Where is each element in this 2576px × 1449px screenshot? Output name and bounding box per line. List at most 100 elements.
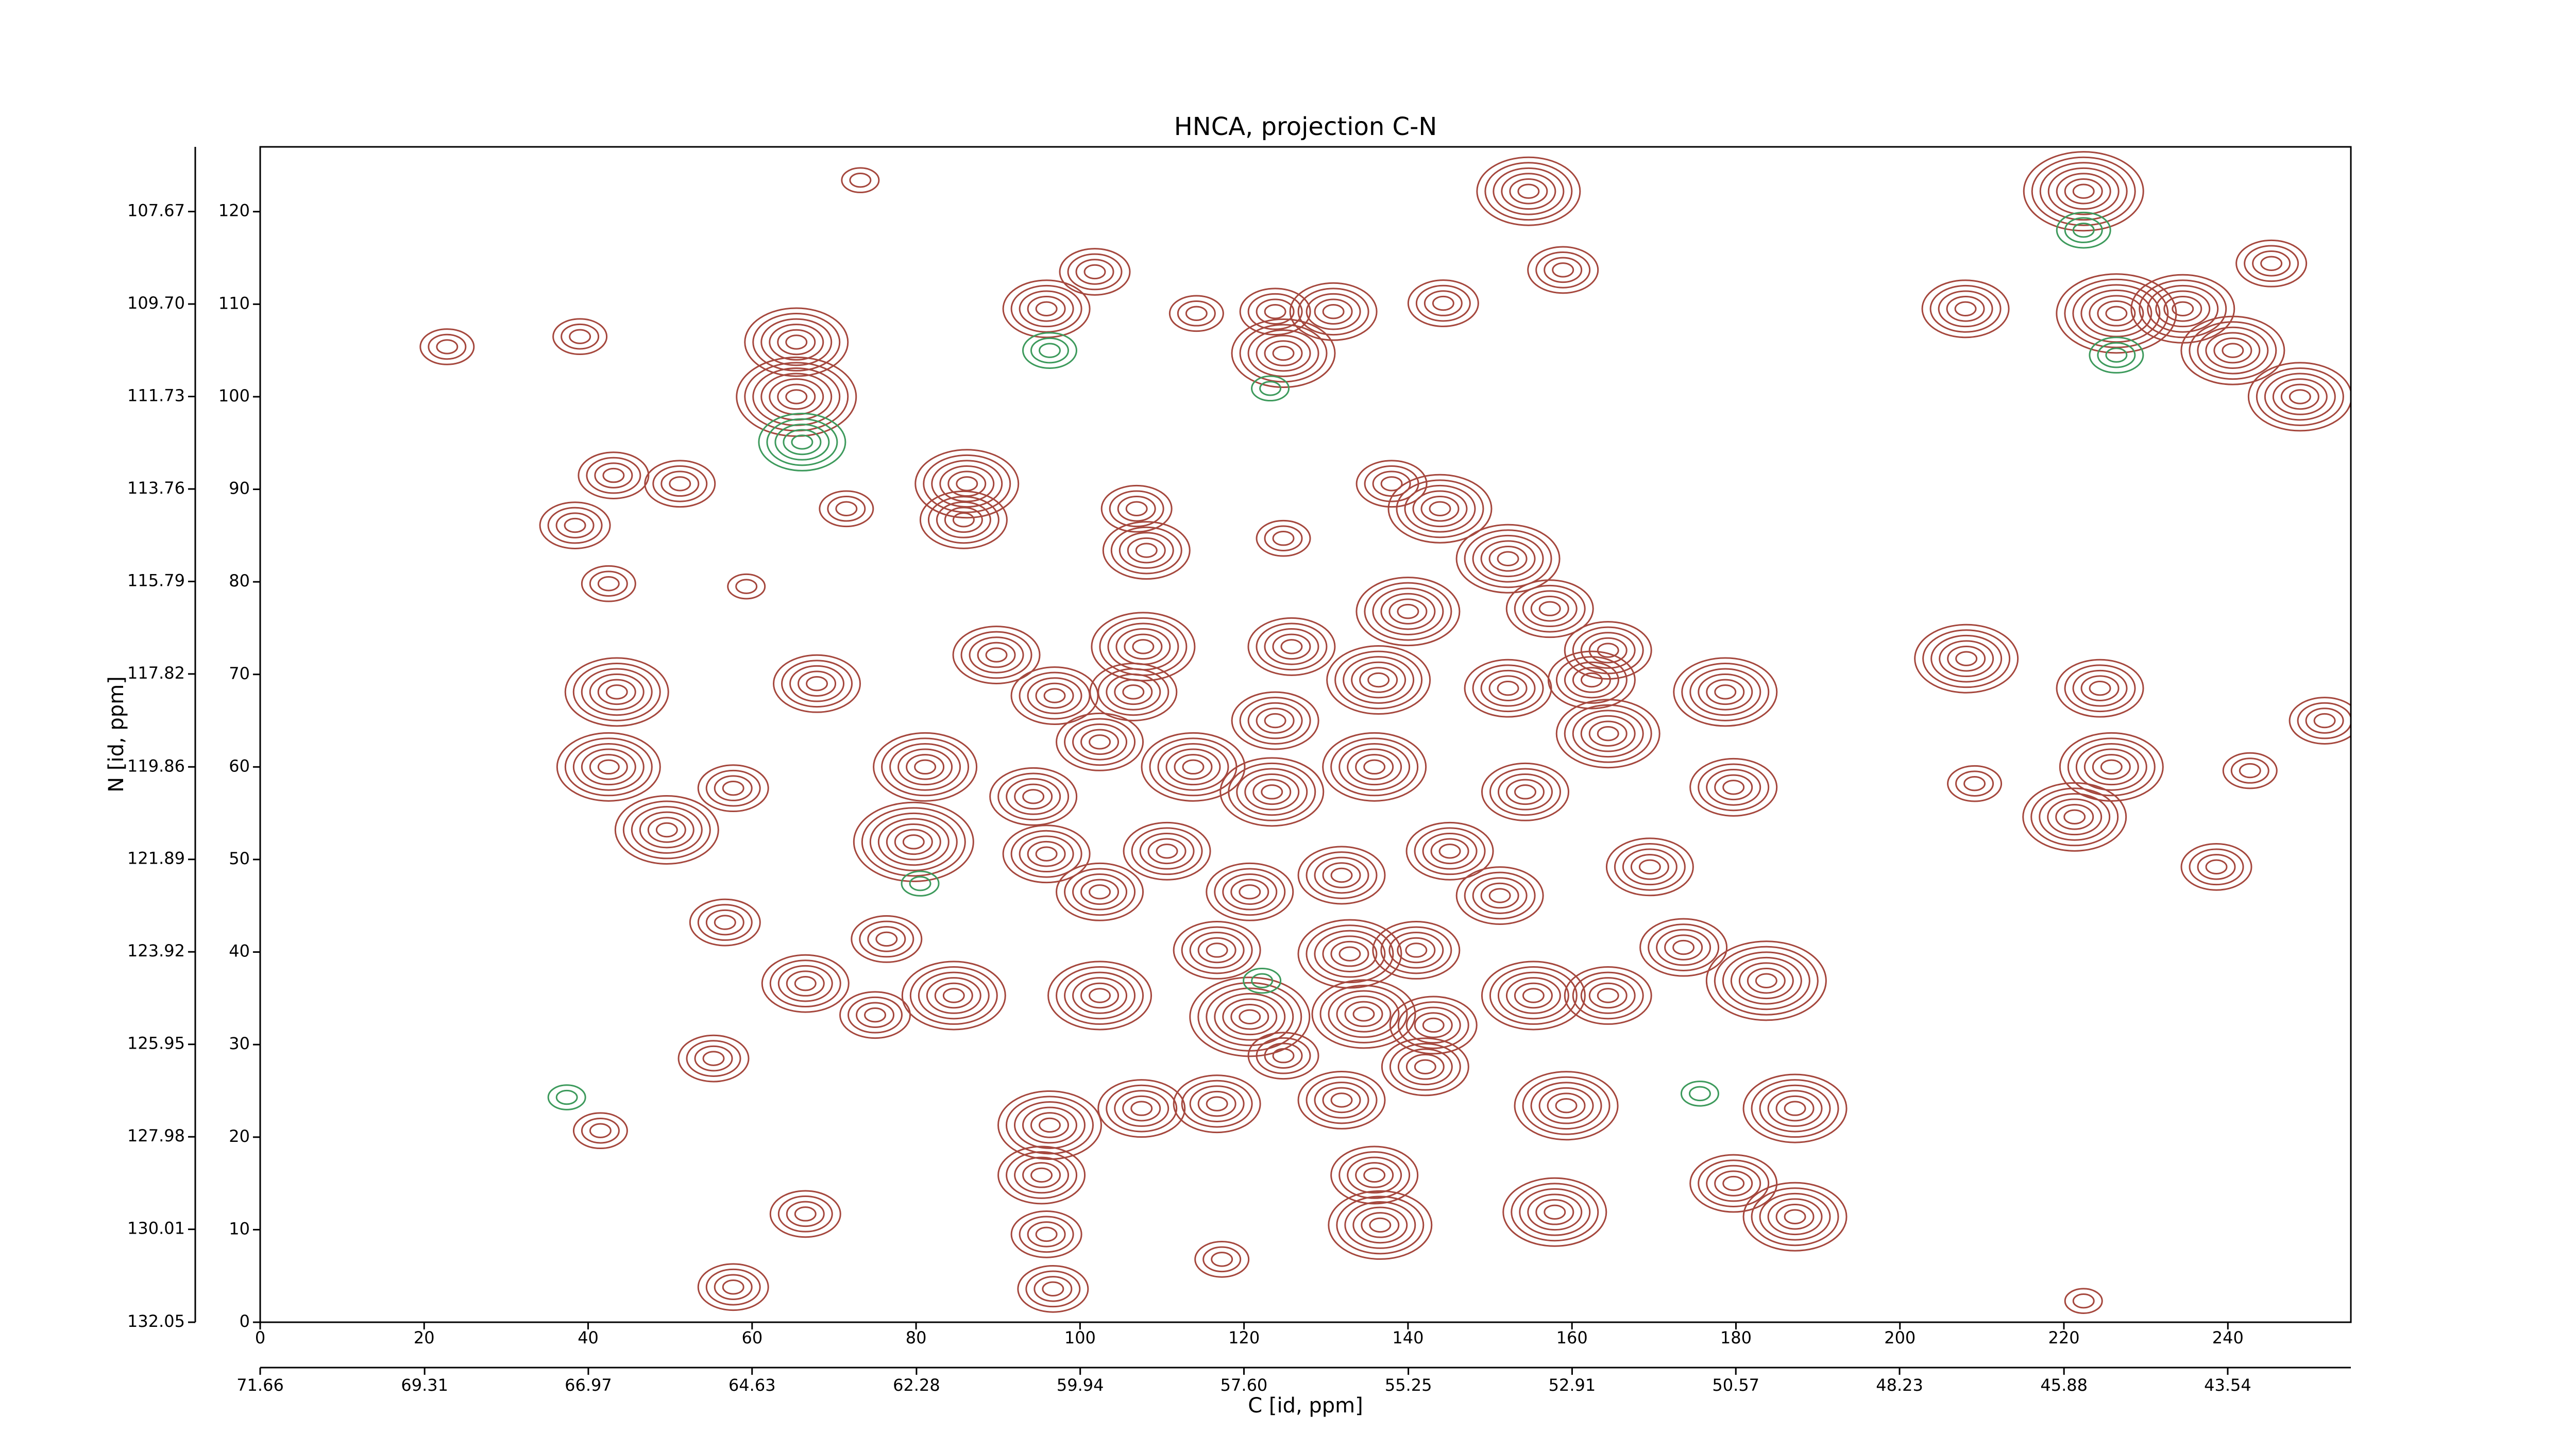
contour-level	[2289, 389, 2311, 405]
contour-level	[977, 642, 1016, 668]
contour-level	[1363, 759, 1386, 775]
contour-level	[2235, 239, 2308, 288]
contour-level	[1083, 264, 1106, 280]
contour-level	[2260, 256, 2283, 272]
contour-level	[1027, 1221, 1066, 1248]
contour-level	[1511, 1183, 1599, 1242]
contour-level	[931, 460, 1003, 508]
contour-level	[639, 811, 694, 849]
contour-level	[1064, 718, 1136, 766]
y2-tick-label: 113.76	[127, 478, 185, 498]
contour-level	[1243, 967, 1282, 994]
contour-level	[1056, 862, 1144, 921]
contour-level	[1564, 966, 1652, 1025]
contour-level	[1177, 300, 1216, 327]
contour-level	[1359, 667, 1398, 693]
contour-level	[789, 665, 845, 702]
contour-level	[1114, 1090, 1170, 1127]
contour-level	[1019, 290, 1074, 328]
contour-level	[901, 870, 940, 897]
contour-level	[1689, 1154, 1778, 1213]
contour-level	[714, 1274, 753, 1301]
contour-level	[1747, 967, 1786, 994]
contour-level	[1185, 306, 1208, 321]
contour-level	[785, 389, 808, 405]
contour-level	[1380, 926, 1452, 974]
contour-level	[597, 759, 620, 775]
contour-level	[1517, 183, 1540, 199]
contour-level	[581, 748, 636, 786]
x2-tick-label: 64.63	[728, 1375, 776, 1395]
contour-level	[781, 660, 853, 708]
contour-level	[1493, 167, 1565, 215]
contour-level	[1597, 988, 1619, 1003]
contour-level	[1091, 612, 1196, 682]
x-tick-label: 100	[1064, 1328, 1096, 1347]
contour-level	[1722, 951, 1810, 1010]
contour-level	[1527, 1193, 1583, 1231]
contour-level	[1035, 846, 1058, 862]
contour-level	[2230, 757, 2269, 784]
contour-level	[1921, 279, 2010, 339]
contour-level	[1181, 1080, 1253, 1128]
y2-tick-label: 132.05	[127, 1311, 185, 1331]
contour-level	[2264, 373, 2336, 421]
contour-level	[1322, 732, 1427, 802]
x-tick-label: 20	[414, 1328, 435, 1347]
contour-level	[1480, 669, 1536, 707]
contour-level	[1514, 1071, 1619, 1141]
x-tick-label: 140	[1392, 1328, 1423, 1347]
contour-level	[1552, 262, 1574, 278]
contour-level	[1488, 888, 1511, 903]
contour-level	[1139, 832, 1195, 870]
contour-level	[1484, 162, 1573, 221]
contour-level	[1102, 521, 1191, 580]
contour-level	[901, 961, 1006, 1031]
contour-level	[1328, 990, 1400, 1038]
y2-tick-label: 111.73	[127, 385, 185, 405]
contour-level	[669, 476, 691, 492]
contour-level	[1364, 582, 1452, 641]
contour-level	[552, 318, 608, 356]
contour-level	[586, 457, 641, 494]
contour-level	[1214, 992, 1286, 1041]
contour-level	[1110, 526, 1182, 575]
contour-level	[1955, 770, 1994, 797]
contour-level	[1123, 821, 1211, 881]
x-tick-label: 160	[1556, 1328, 1588, 1347]
contour-level	[1963, 776, 1986, 791]
contour-level	[1397, 1048, 1453, 1086]
y-tick-label: 100	[218, 386, 250, 406]
contour-level	[1297, 846, 1386, 905]
contour-level	[819, 490, 874, 528]
contour-level	[2244, 245, 2299, 282]
contour-level	[1244, 773, 1300, 811]
contour-level	[2297, 702, 2351, 739]
contour-level	[2097, 300, 2136, 327]
contour-level	[589, 754, 628, 780]
contour-level	[1124, 633, 1163, 660]
contour-level	[1330, 1092, 1353, 1108]
contour-level	[1206, 942, 1228, 958]
contour-level	[1638, 859, 1661, 875]
contour-level	[956, 476, 978, 492]
contour-level	[1530, 1082, 1602, 1130]
contour-level	[1165, 748, 1221, 786]
contour-level	[1231, 691, 1319, 750]
contour-level	[1464, 871, 1536, 920]
contour-level	[1247, 617, 1336, 676]
contour-level	[1010, 284, 1082, 333]
contour-level	[1259, 381, 1282, 396]
contour-level	[942, 988, 965, 1003]
y-tick-label: 20	[229, 1126, 250, 1146]
contour-level	[997, 1090, 1102, 1160]
contour-level	[1472, 534, 1544, 583]
contour-level	[1422, 832, 1478, 870]
contour-level	[1314, 298, 1353, 325]
contour-level	[1555, 656, 1628, 704]
contour-level	[1336, 996, 1392, 1033]
contour-level	[1714, 1170, 1753, 1197]
contour-level	[727, 573, 766, 600]
contour-level	[1297, 1071, 1386, 1130]
